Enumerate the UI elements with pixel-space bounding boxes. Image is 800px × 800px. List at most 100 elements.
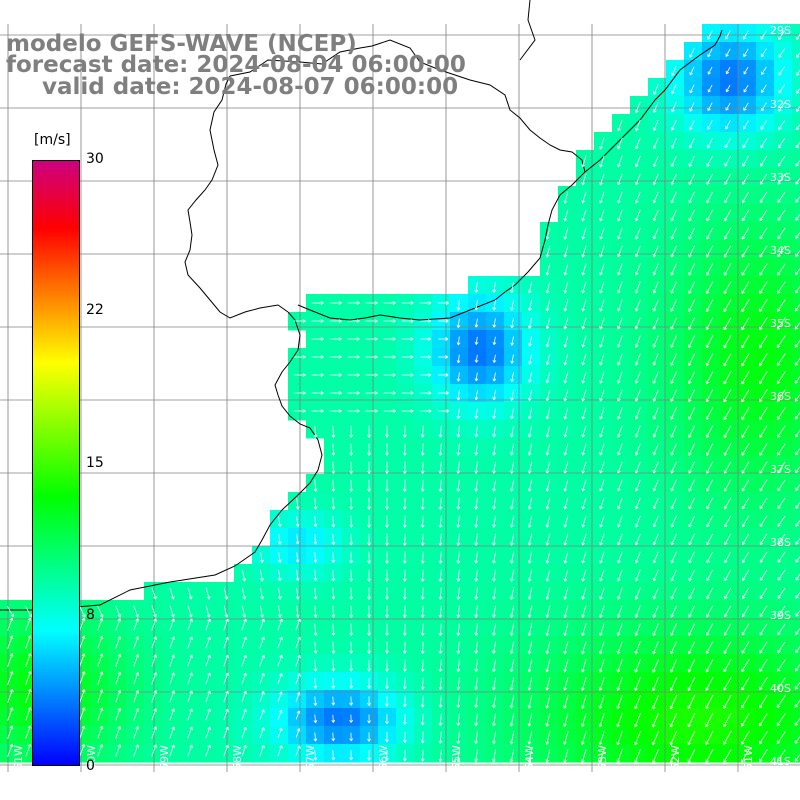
wind-arrow xyxy=(385,605,389,618)
wind-arrow xyxy=(706,533,713,546)
wind-arrow xyxy=(25,653,32,667)
wind-arrow xyxy=(777,569,786,581)
wind-arrow xyxy=(545,641,551,655)
wind-arrow xyxy=(295,497,300,510)
wind-arrow xyxy=(349,497,354,510)
wind-arrow xyxy=(385,479,389,492)
wind-arrow xyxy=(617,299,623,312)
wind-cell xyxy=(792,186,800,205)
wind-cell xyxy=(792,546,800,565)
wind-arrow xyxy=(741,335,750,349)
wind-arrow xyxy=(724,479,732,492)
coastline xyxy=(0,0,723,611)
wind-arrow xyxy=(115,636,122,649)
lon-label: 61W xyxy=(12,745,25,770)
wind-arrow xyxy=(651,712,660,728)
wind-arrow xyxy=(133,654,140,667)
wind-arrow xyxy=(438,695,443,708)
wind-arrow xyxy=(778,120,786,130)
wind-arrow xyxy=(581,425,587,438)
wind-arrow xyxy=(652,641,659,655)
wind-arrow xyxy=(760,120,767,130)
wind-arrow xyxy=(795,213,800,221)
wind-arrow xyxy=(97,671,104,685)
wind-arrow xyxy=(349,461,354,474)
wind-arrow xyxy=(724,191,732,204)
wind-arrow xyxy=(367,443,371,456)
wind-arrow xyxy=(510,299,514,311)
wind-arrow xyxy=(528,354,533,365)
wind-arrow xyxy=(634,353,641,366)
wind-arrow xyxy=(617,191,623,204)
wind-arrow xyxy=(563,389,569,402)
wind-arrow xyxy=(151,672,157,685)
wind-arrow xyxy=(545,749,551,763)
wind-arrow xyxy=(133,726,139,739)
wind-arrow xyxy=(187,726,193,739)
wind-arrow xyxy=(329,391,342,395)
wind-arrow xyxy=(617,155,623,168)
wind-arrow xyxy=(653,83,659,95)
wind-arrow xyxy=(616,623,623,637)
wind-arrow xyxy=(652,748,660,764)
wind-arrow xyxy=(241,618,247,631)
wind-arrow xyxy=(617,353,623,366)
wind-arrow xyxy=(7,617,14,631)
wind-arrow xyxy=(205,672,211,685)
wind-arrow xyxy=(563,713,569,727)
wind-arrow xyxy=(527,443,533,456)
wind-arrow xyxy=(259,636,265,649)
colorbar-unit-label: [m/s] xyxy=(34,132,71,148)
wind-arrow xyxy=(420,749,425,762)
wind-arrow xyxy=(563,497,569,510)
wind-arrow xyxy=(563,533,569,546)
wind-arrow xyxy=(794,735,800,744)
wind-arrow xyxy=(724,605,732,618)
wind-arrow xyxy=(295,654,301,667)
wind-arrow xyxy=(759,479,768,492)
wind-arrow xyxy=(187,672,193,685)
wind-arrow xyxy=(438,497,443,510)
wind-arrow xyxy=(223,587,229,600)
wind-arrow xyxy=(365,373,378,377)
wind-arrow xyxy=(688,641,696,655)
wind-arrow xyxy=(151,654,157,667)
wind-arrow xyxy=(456,695,461,708)
wind-arrow xyxy=(563,587,569,600)
wind-arrow xyxy=(456,336,461,346)
wind-arrow xyxy=(420,587,425,600)
wind-arrow xyxy=(563,569,569,582)
wind-arrow xyxy=(97,725,104,739)
wind-arrow xyxy=(401,355,414,359)
wind-arrow xyxy=(545,713,551,727)
wind-arrow xyxy=(723,389,732,403)
wind-arrow xyxy=(402,623,407,636)
wind-arrow xyxy=(617,281,623,294)
wind-arrow xyxy=(313,732,318,742)
wind-arrow xyxy=(349,605,354,618)
wind-arrow xyxy=(241,605,247,618)
wind-arrow xyxy=(509,677,515,691)
wind-arrow xyxy=(367,659,371,672)
wind-arrow xyxy=(688,443,695,456)
wind-arrow xyxy=(759,605,768,618)
wind-arrow xyxy=(670,479,677,492)
wind-arrow xyxy=(349,425,354,438)
wind-arrow xyxy=(313,425,318,438)
wind-arrow xyxy=(420,533,425,546)
wind-arrow xyxy=(420,515,425,528)
wind-arrow xyxy=(385,497,389,510)
wind-arrow xyxy=(617,461,623,474)
wind-arrow xyxy=(492,336,497,346)
wind-cell xyxy=(792,492,800,511)
wind-arrow xyxy=(723,335,732,349)
wind-arrow xyxy=(492,587,496,600)
wind-arrow xyxy=(456,372,461,382)
wind-arrow xyxy=(670,299,677,312)
wind-arrow xyxy=(402,533,407,546)
wind-arrow xyxy=(617,263,623,276)
wind-arrow xyxy=(223,672,229,685)
wind-arrow xyxy=(741,677,750,691)
wind-arrow xyxy=(723,299,732,313)
wind-arrow xyxy=(563,425,569,438)
